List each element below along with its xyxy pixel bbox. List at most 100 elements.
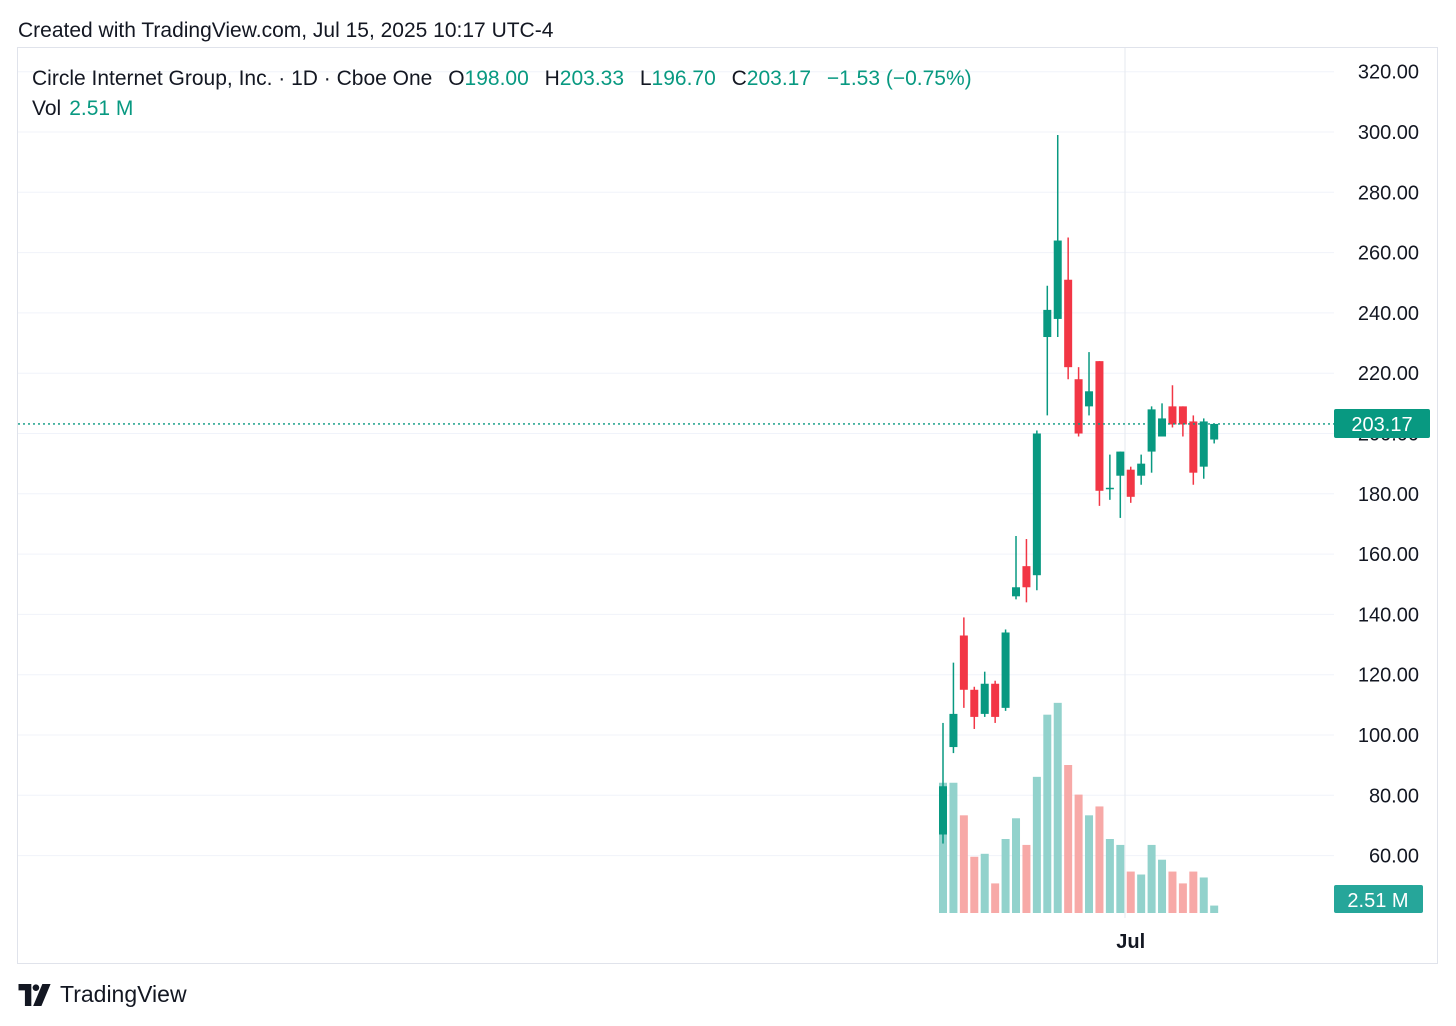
candle-body	[1001, 632, 1010, 708]
volume-legend: Vol 2.51 M	[32, 97, 133, 121]
candle	[1095, 361, 1104, 506]
price-tick-label: 60.00	[1369, 846, 1419, 868]
candle-body	[1126, 469, 1135, 497]
candle	[1022, 539, 1031, 603]
volume-bar	[949, 782, 958, 913]
change-value: −1.53 (−0.75%)	[826, 67, 972, 90]
volume-bar	[1168, 871, 1177, 913]
volume-bar	[1178, 883, 1187, 913]
ohlc-legend: Circle Internet Group, Inc. · 1D · Cboe …	[32, 67, 972, 91]
volume-bars	[939, 702, 1219, 913]
candle	[970, 686, 979, 729]
last-price-tag	[1334, 408, 1430, 438]
last-price-label: 203.17	[1351, 414, 1412, 436]
candle-body	[1199, 421, 1208, 467]
price-tick-label: 260.00	[1358, 243, 1419, 265]
volume-bar	[980, 853, 989, 913]
volume-bar	[1012, 818, 1021, 913]
candle-body	[1168, 406, 1177, 425]
grid-lines	[18, 71, 1334, 857]
time-tick-label: Jul	[1116, 931, 1145, 953]
candle	[1158, 403, 1167, 437]
volume-bar	[1137, 874, 1146, 913]
candle-body	[1137, 463, 1146, 476]
candle	[980, 671, 989, 717]
volume-bar	[991, 883, 1000, 913]
candle	[1032, 430, 1041, 591]
candle-body	[1022, 566, 1031, 588]
candle-body	[1210, 423, 1219, 440]
candle	[1199, 418, 1208, 479]
candle-body	[970, 689, 979, 717]
volume-label: Vol	[32, 97, 62, 120]
price-tick-label: 160.00	[1358, 544, 1419, 566]
chart-frame	[17, 47, 1438, 964]
volume-bar	[1210, 905, 1219, 913]
symbol-title[interactable]: Circle Internet Group, Inc. · 1D · Cboe …	[32, 67, 433, 90]
candle-body	[980, 683, 989, 714]
candle	[1210, 423, 1219, 444]
candle-body	[939, 786, 947, 835]
volume-bar	[1001, 839, 1010, 913]
last-volume-tag	[1334, 885, 1423, 913]
price-tick-label: 180.00	[1358, 484, 1419, 506]
volume-bar	[1022, 844, 1031, 913]
volume-bar	[1116, 844, 1125, 913]
close-label: C	[731, 67, 747, 90]
candle-body	[1178, 406, 1187, 425]
last-volume-marker: 2.51 M	[1334, 885, 1423, 913]
candle	[1178, 406, 1187, 437]
price-tick-label: 280.00	[1358, 182, 1419, 204]
candle	[949, 662, 958, 754]
price-tick-label: 120.00	[1358, 665, 1419, 687]
volume-bar	[939, 782, 947, 913]
volume-bar	[1105, 839, 1114, 913]
open-label: O	[448, 67, 465, 90]
volume-bar	[1126, 871, 1135, 913]
price-tick-label: 320.00	[1358, 62, 1419, 84]
candle-body	[1189, 421, 1198, 473]
candle	[939, 722, 947, 844]
candle-body	[1043, 309, 1052, 338]
low-label: L	[639, 67, 652, 90]
candle	[1053, 135, 1062, 338]
candle	[1012, 536, 1021, 600]
volume-bar	[1053, 702, 1062, 913]
high-value: 203.33	[559, 67, 625, 90]
candle-body	[959, 635, 968, 690]
last-volume-label: 2.51 M	[1347, 890, 1408, 912]
candle	[1085, 352, 1094, 416]
low-value: 196.70	[651, 67, 716, 90]
close-value: 203.17	[746, 67, 812, 90]
created-caption: Created with TradingView.com, Jul 15, 20…	[18, 19, 554, 42]
candle	[1074, 367, 1083, 437]
candle	[1147, 406, 1156, 473]
candle	[959, 617, 968, 708]
candle	[1116, 451, 1125, 518]
volume-bar	[1158, 859, 1167, 913]
candle-body	[1053, 240, 1062, 319]
price-tick-label: 140.00	[1358, 604, 1419, 626]
candle-body	[1012, 587, 1021, 597]
volume-bar	[1032, 776, 1041, 913]
volume-bar	[1147, 844, 1156, 913]
price-tick-label: 220.00	[1358, 363, 1419, 385]
volume-bar	[1064, 765, 1073, 913]
candle	[1043, 285, 1052, 416]
candle-body	[1074, 379, 1083, 434]
candle	[991, 680, 1000, 723]
volume-bar	[1043, 714, 1052, 913]
candle-body	[1147, 409, 1156, 452]
candle-body	[1032, 433, 1041, 576]
volume-bar	[959, 815, 968, 913]
price-tick-label: 240.00	[1358, 303, 1419, 325]
tradingview-brand[interactable]: TradingView	[18, 981, 187, 1008]
price-tick-label: 100.00	[1358, 725, 1419, 747]
open-value: 198.00	[464, 67, 529, 90]
time-axis: Jul	[1116, 931, 1145, 953]
candle-body	[991, 683, 1000, 717]
candle-body	[1116, 451, 1125, 476]
tradingview-logo-icon	[18, 983, 51, 1006]
candle-body	[1105, 487, 1114, 490]
